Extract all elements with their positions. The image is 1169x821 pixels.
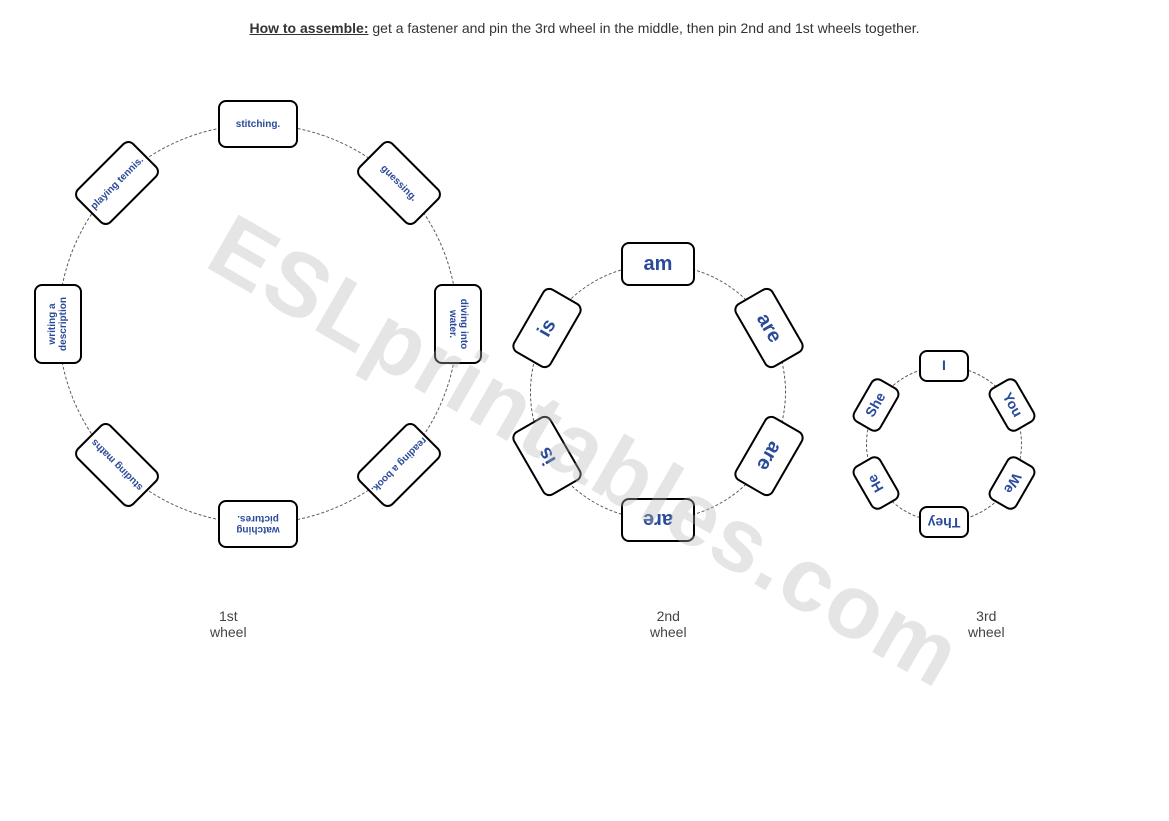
wheel-box-label: is (533, 443, 560, 468)
wheel-label-1: 1st wheel (210, 608, 247, 640)
wheel-box-label: I (942, 358, 946, 373)
wheel-box-label: are (643, 509, 673, 531)
wheel-box-label: is (533, 315, 560, 340)
wheel-box-label: are (752, 309, 786, 346)
wheel-box-label: watching pictures. (220, 513, 296, 535)
wheel-box-label: They (928, 514, 961, 529)
wheel-box-label: are (752, 437, 786, 474)
wheel-box-label: He (865, 471, 887, 494)
wheel-1-box: watching pictures. (218, 500, 298, 548)
wheel-box-label: We (1000, 470, 1024, 496)
instructions-lead: How to assemble: (249, 20, 368, 36)
wheel-box-label: am (644, 253, 673, 275)
wheel-box-label: She (863, 390, 889, 420)
wheel-label-3: 3rd wheel (968, 608, 1005, 640)
instructions-text: get a fastener and pin the 3rd wheel in … (368, 20, 919, 36)
wheel-3-box: I (919, 350, 969, 382)
wheel-1-box: stitching. (218, 100, 298, 148)
wheel-2-box: am (621, 242, 695, 286)
wheel-1-box: diving into water. (434, 284, 482, 364)
wheel-box-label: writing a description (47, 286, 69, 362)
wheel-box-label: stitching. (236, 119, 280, 130)
wheel-3-box: They (919, 506, 969, 538)
wheel-box-label: diving into water. (447, 286, 469, 362)
assembly-instructions: How to assemble: get a fastener and pin … (0, 20, 1169, 36)
wheel-box-label: You (999, 390, 1025, 420)
wheel-1-box: writing a description (34, 284, 82, 364)
wheel-2-box: are (621, 498, 695, 542)
wheel-label-2: 2nd wheel (650, 608, 687, 640)
wheel-box-label: guessing. (379, 162, 420, 203)
